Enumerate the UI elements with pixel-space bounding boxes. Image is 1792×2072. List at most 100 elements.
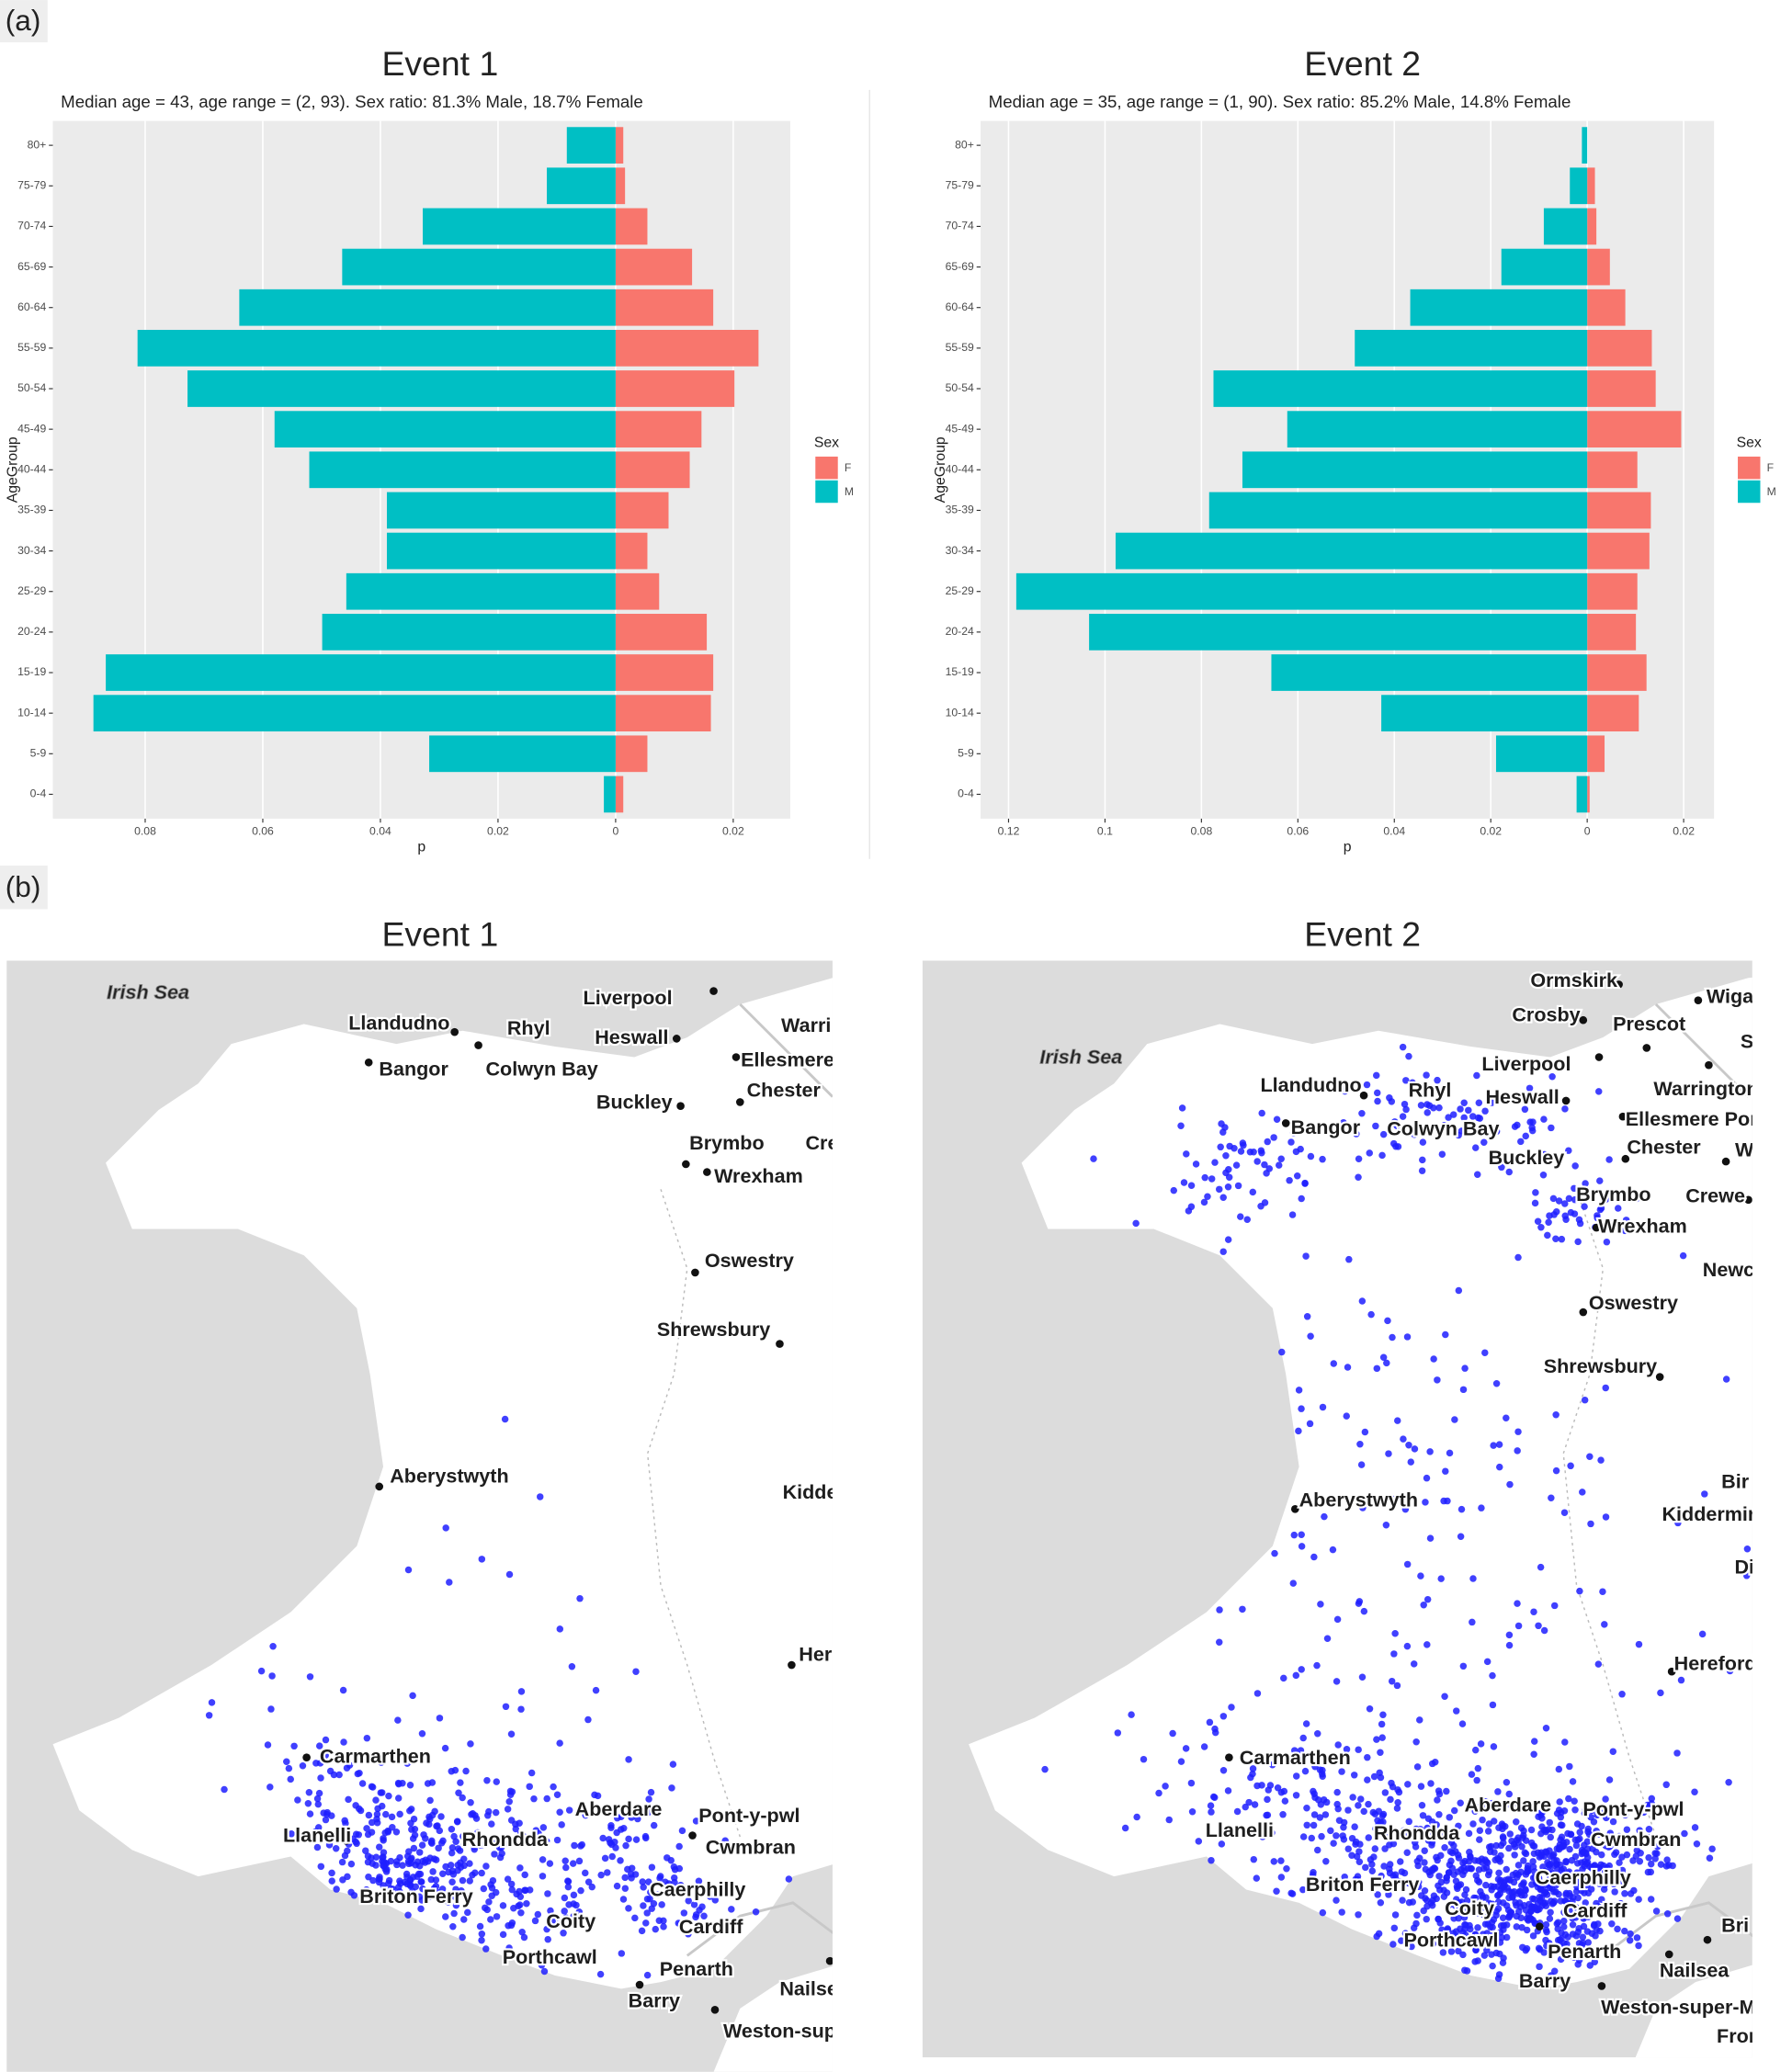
case-dot [1602,1384,1609,1392]
case-dot [1494,1788,1502,1795]
case-dot [1475,1099,1483,1107]
case-dot [1318,1832,1325,1840]
case-dot [1489,1671,1496,1680]
case-dot [647,1788,655,1796]
case-dot [1242,1803,1249,1811]
case-dot [1460,1099,1468,1107]
place-dot [703,1168,711,1176]
case-dot [1446,1814,1453,1821]
case-dot [446,1579,453,1586]
case-dot [416,1870,425,1878]
case-dot [1460,1114,1468,1122]
case-dot [364,1852,372,1860]
case-dot [1391,1911,1400,1919]
place-label: Kidde [783,1480,838,1503]
case-dot [1621,1890,1628,1897]
case-dot [1457,1533,1465,1540]
panel-label: (a) [6,4,41,37]
case-dot [1366,1149,1373,1157]
case-dot [1435,1915,1442,1923]
case-dot [1560,1908,1568,1916]
case-dot [607,1821,615,1829]
bar [93,695,616,732]
place-dot [302,1753,311,1761]
case-dot [1673,1749,1681,1757]
case-dot [1584,1828,1592,1836]
case-dot [1303,1821,1310,1829]
case-dot [1420,1601,1427,1609]
case-dot [752,1908,760,1916]
case-dot [1543,1942,1550,1950]
case-dot [1578,1822,1585,1830]
case-dot [1423,1474,1431,1482]
place-dot [342,1836,351,1845]
case-dot [1226,1142,1233,1150]
case-dot [646,1895,653,1903]
bar [386,532,616,570]
case-dot [1396,1877,1403,1885]
place-label: Caerphilly [1536,1866,1631,1889]
case-dot [1333,1788,1341,1796]
case-dot [1546,1915,1554,1922]
case-dot [457,1779,464,1786]
y-tick-label: 15-19 [17,665,46,678]
case-dot [1662,1863,1671,1870]
case-dot [1434,1376,1441,1384]
bar [322,614,616,651]
case-dot [1553,1208,1560,1216]
case-dot [1349,1794,1356,1801]
place-label: Rhondda [462,1828,549,1851]
case-dot [1299,1734,1307,1742]
place-label: Warrington [1653,1077,1758,1100]
case-dot [655,1917,663,1925]
case-dot [1371,1845,1379,1852]
case-dot [1550,1856,1559,1864]
case-dot [1630,1886,1638,1895]
case-dot [1561,1212,1569,1219]
place-dot [450,1027,459,1036]
case-dot [1556,1872,1563,1880]
case-dot [1474,1764,1482,1772]
case-dot [1517,1138,1525,1146]
case-dot [1437,1575,1445,1582]
case-dot [1579,1933,1587,1941]
case-dot [1489,1939,1497,1946]
case-dot [1442,1330,1449,1339]
case-dot [520,1933,528,1942]
case-dot [1582,1860,1591,1868]
case-dot [1480,1138,1488,1147]
case-dot [1348,1851,1355,1859]
place-label: Pont-y-pwl [698,1804,800,1827]
case-dot [1495,1441,1503,1448]
case-dot [1413,1763,1422,1771]
case-dot [1561,1897,1569,1905]
place-dot [375,1482,384,1491]
panel-label-box [0,865,48,910]
case-dot [1639,1808,1648,1817]
case-dot [1611,1888,1618,1896]
case-dot [1725,1778,1732,1786]
case-dot [1308,1834,1316,1842]
place-label: Buckley [596,1091,673,1114]
case-dot [1268,1829,1276,1837]
case-dot [1540,1889,1548,1897]
case-dot [449,1923,457,1930]
case-dot [521,1871,528,1879]
case-dot [1458,1720,1467,1727]
case-dot [1372,1071,1380,1080]
bar [604,776,616,813]
case-dot [1338,1768,1345,1775]
bar [615,776,624,813]
case-dot [1257,1147,1265,1154]
case-dot [1319,1908,1327,1917]
case-dot [314,1800,323,1808]
case-dot [1489,1701,1497,1709]
case-dot [1505,1844,1513,1852]
case-dot [536,1493,544,1500]
case-dot [1461,1966,1469,1974]
place-dot [672,1035,681,1043]
case-dot [1297,1747,1305,1754]
case-dot [1520,1857,1527,1864]
case-dot [462,1767,470,1775]
case-dot [1462,1885,1470,1894]
